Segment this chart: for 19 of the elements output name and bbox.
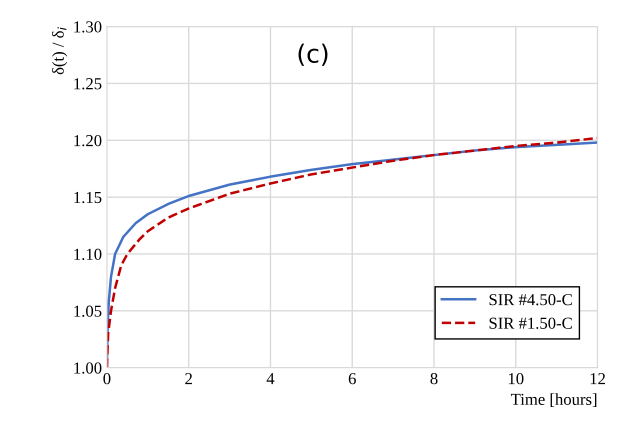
x-tick-label: 0 (103, 373, 110, 384)
y-tick-label: 1.30 (74, 21, 102, 33)
annotation: (c) (298, 44, 328, 66)
y-tick-label: 1.15 (74, 192, 102, 204)
y-tick-label: 1.25 (74, 78, 102, 90)
y-tick-label: 1.20 (74, 134, 102, 146)
x-tick-label: 8 (430, 373, 438, 384)
legend-label: SIR #4.50-C (490, 294, 572, 306)
x-tick-label: 4 (266, 373, 274, 384)
x-axis-title: Time [hours] (510, 393, 596, 408)
y-tick-label: 1.10 (74, 248, 102, 260)
y-axis-title: δ(t) / δ$_{i}$ (52, 27, 68, 74)
y-tick-label: 1.00 (74, 362, 102, 374)
y-tick-label: 1.05 (74, 306, 102, 317)
legend-label: SIR #1.50-C (490, 318, 572, 329)
x-tick-label: 12 (590, 373, 605, 384)
x-tick-label: 6 (348, 373, 356, 384)
x-tick-label: 10 (508, 373, 524, 384)
x-tick-label: 2 (185, 373, 192, 384)
